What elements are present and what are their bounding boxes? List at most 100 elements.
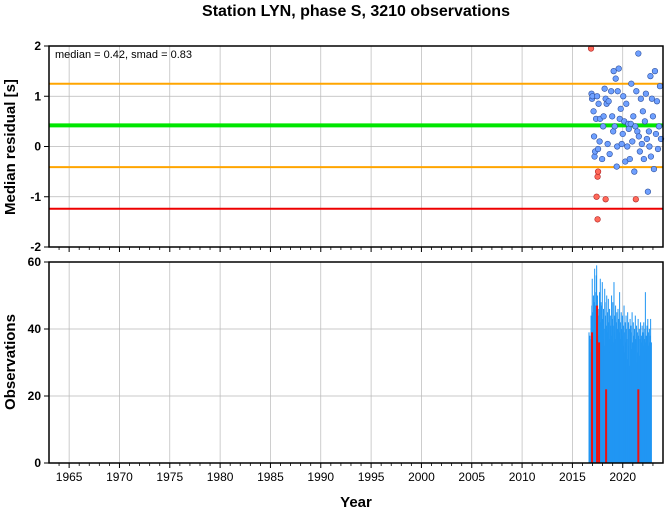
y-tick-label: 0 <box>34 140 41 154</box>
residual-point <box>599 155 606 163</box>
observations-y-ticks: 0 20 40 60 <box>28 255 49 470</box>
residual-outlier-point <box>594 173 601 180</box>
residual-point <box>613 163 620 170</box>
residual-point <box>612 75 619 82</box>
residual-point <box>639 108 646 115</box>
x-tick-label: 1975 <box>156 470 183 484</box>
residual-point <box>610 68 617 75</box>
residual-point <box>600 123 607 130</box>
observation-outlier-bars <box>591 305 640 463</box>
residual-point <box>601 85 608 92</box>
residual-point <box>640 155 647 163</box>
x-tick-label: 1970 <box>106 470 133 484</box>
residual-point <box>591 153 598 160</box>
y-tick-label: 1 <box>34 89 41 103</box>
residual-point <box>600 113 607 120</box>
residual-panel: -2 -1 0 1 2 median = 0.42, smad = 0.83 Media… <box>2 39 665 254</box>
residual-point <box>638 140 645 148</box>
residual-point <box>623 100 630 107</box>
x-tick-label: 2010 <box>509 470 536 484</box>
residual-point <box>593 93 601 100</box>
residual-point <box>596 138 603 145</box>
residual-point <box>590 108 597 115</box>
residual-point <box>648 95 656 102</box>
chart-title: Station LYN, phase S, 3210 observations <box>202 3 510 20</box>
residual-point <box>647 73 654 80</box>
residual-point <box>608 88 615 95</box>
residual-point <box>617 105 624 112</box>
observations-panel-background <box>49 262 663 463</box>
residual-point <box>604 140 611 148</box>
residual-point <box>655 123 663 130</box>
residual-point <box>631 168 638 175</box>
observation-outlier-bar <box>637 389 640 463</box>
residual-point <box>635 50 642 57</box>
residual-point <box>615 65 622 72</box>
x-tick-label: 1965 <box>56 470 83 484</box>
residual-y-ticks: -2 -1 0 1 2 <box>30 39 49 254</box>
y-tick-label: 60 <box>28 255 42 269</box>
residual-point <box>590 133 598 140</box>
residual-point <box>650 166 658 173</box>
y-tick-label: 20 <box>28 389 42 403</box>
residual-point <box>619 130 626 138</box>
residual-point <box>653 98 661 105</box>
residual-outlier-point <box>593 193 600 200</box>
y-tick-label: 2 <box>34 39 41 53</box>
residual-point <box>633 88 640 95</box>
residual-x-ticks <box>58 247 654 252</box>
residual-points <box>587 45 665 223</box>
residual-point <box>643 135 650 143</box>
x-tick-label: 2005 <box>458 470 485 484</box>
residual-point <box>614 88 621 95</box>
residual-point <box>649 113 657 120</box>
x-axis-label: Year <box>340 494 372 511</box>
residual-point <box>628 80 635 87</box>
median-smad-annotation: median = 0.42, smad = 0.83 <box>55 49 192 61</box>
y-tick-label: 40 <box>28 322 42 336</box>
residual-point <box>654 145 662 153</box>
residual-point <box>620 93 627 100</box>
observations-y-axis-label: Observations <box>2 314 19 410</box>
residual-point <box>636 148 643 155</box>
residual-point <box>605 98 612 105</box>
x-tick-label: 1995 <box>358 470 385 484</box>
residual-point <box>609 113 616 120</box>
residual-point <box>637 95 644 102</box>
observations-panel: 0 20 40 60 1965 1970 1975 1980 1985 1990 1995 2000… <box>2 255 664 511</box>
observation-outlier-bar <box>591 332 594 463</box>
residual-point <box>626 155 633 163</box>
residual-point <box>611 123 618 130</box>
observation-bar <box>650 318 652 463</box>
y-tick-label: 0 <box>34 456 41 470</box>
residual-point <box>629 138 636 145</box>
x-tick-label: 2000 <box>408 470 435 484</box>
observation-bar <box>650 342 652 463</box>
residual-point <box>647 153 655 160</box>
residual-point <box>624 143 631 150</box>
residual-point <box>644 188 652 195</box>
residual-point <box>595 100 602 107</box>
residual-outlier-point <box>594 216 601 223</box>
residual-outlier-point <box>594 168 602 175</box>
residual-outlier-point <box>602 196 609 203</box>
residual-point <box>642 90 649 97</box>
x-tick-label: 1985 <box>257 470 284 484</box>
residual-grid <box>49 45 663 248</box>
residual-point <box>646 143 653 150</box>
observations-x-ticks: 1965 1970 1975 1980 1985 1990 1995 2000 2005 2010… <box>56 463 654 484</box>
residual-point <box>651 68 659 75</box>
residual-point <box>630 113 637 120</box>
observation-outlier-bar <box>596 305 599 463</box>
residual-y-axis-label: Median residual [s] <box>2 79 19 215</box>
residual-point <box>656 83 664 90</box>
y-tick-label: -2 <box>30 240 41 254</box>
x-tick-label: 1990 <box>307 470 334 484</box>
y-tick-label: -1 <box>30 190 41 204</box>
residual-point <box>594 145 602 153</box>
residual-point <box>645 128 653 135</box>
residual-outlier-point <box>632 196 639 203</box>
residual-point <box>635 133 642 140</box>
x-tick-label: 2015 <box>559 470 586 484</box>
